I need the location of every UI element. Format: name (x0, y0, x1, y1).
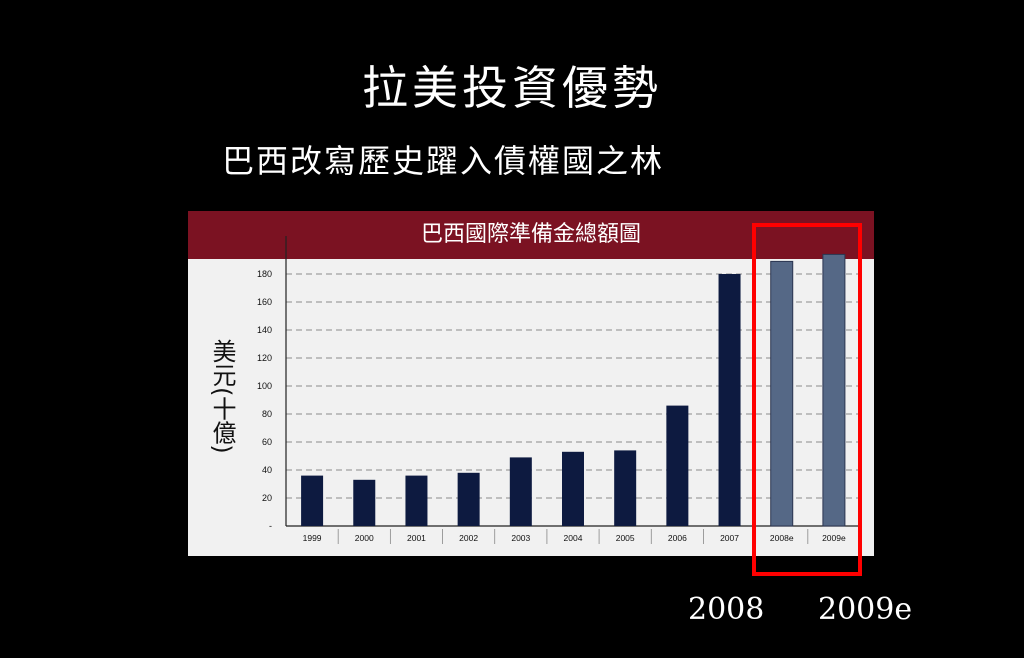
bottom-label-2009e: 2009e (818, 592, 913, 627)
bar-2000 (353, 479, 376, 526)
y-tick-label: 60 (262, 437, 272, 447)
bar-2002 (457, 472, 480, 526)
x-tick-label: 2008e (770, 533, 794, 543)
bar-2007 (718, 274, 741, 526)
bar-2009e (822, 253, 846, 527)
chart-panel: 巴西國際準備金總額圖 美元(十億) - 20 40 60 80 100 120 140 160 1… (188, 211, 874, 556)
bottom-label-2008: 2008 (688, 592, 765, 627)
x-tick-label: 2006 (668, 533, 687, 543)
x-tick-label: 2004 (564, 533, 583, 543)
bar-2005 (614, 450, 637, 526)
x-tick-label: 2005 (616, 533, 635, 543)
y-tick-label: 40 (262, 465, 272, 475)
x-tick-label: 2009e (822, 533, 846, 543)
x-tick-label: 2000 (355, 533, 374, 543)
bar-chart-plot: - 20 40 60 80 100 120 140 160 180 1999 2000 2001 2002… (257, 236, 860, 544)
bar-2003 (509, 457, 532, 526)
bar-1999 (301, 475, 324, 526)
bar-2001 (405, 475, 428, 526)
y-axis-label: 美元(十億) (208, 339, 236, 454)
y-tick-label: 180 (257, 269, 272, 279)
y-tick-label: - (269, 521, 272, 531)
chart-title: 巴西國際準備金總額圖 (420, 222, 641, 247)
y-tick-label: 160 (257, 297, 272, 307)
y-tick-label: 120 (257, 353, 272, 363)
y-tick-label: 140 (257, 325, 272, 335)
x-tick-label: 2007 (720, 533, 739, 543)
y-tick-label: 80 (262, 409, 272, 419)
y-tick-label: 20 (262, 493, 272, 503)
x-tick-label: 2003 (511, 533, 530, 543)
slide-subtitle: 巴西改寫歷史躍入債權國之林 (222, 142, 665, 180)
chart-header: 巴西國際準備金總額圖 (188, 211, 874, 259)
bar-2006 (666, 405, 689, 526)
x-tick-label: 2001 (407, 533, 426, 543)
x-tick-label: 2002 (459, 533, 478, 543)
x-tick-label: 1999 (303, 533, 322, 543)
y-tick-label: 100 (257, 381, 272, 391)
bar-2008e (770, 260, 794, 527)
bar-2004 (562, 451, 584, 526)
highlight-box (752, 223, 862, 576)
slide-title: 拉美投資優勢 (362, 61, 662, 115)
